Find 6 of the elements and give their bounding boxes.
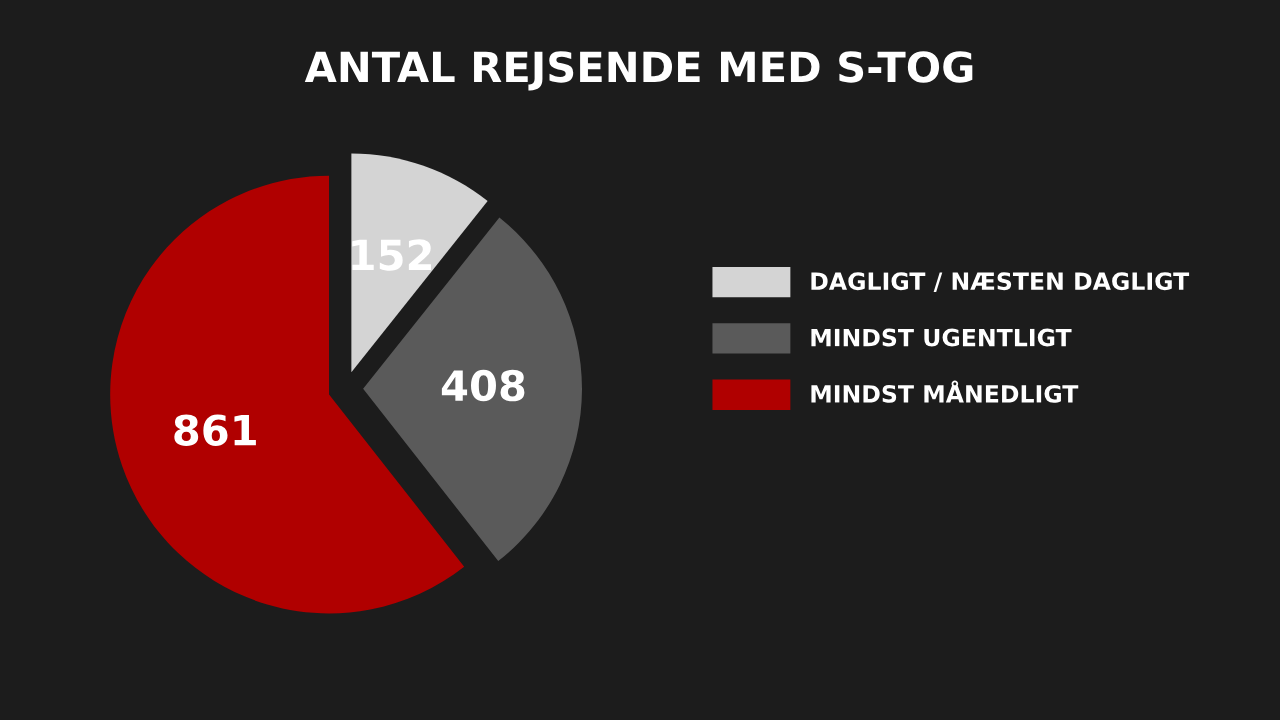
data-label: 861 [174, 414, 256, 446]
legend-label: MINDST MÅNEDLIGT [811, 380, 1079, 403]
data-label: 408 [441, 369, 525, 402]
chart-title: ANTAL REJSENDE MED S-TOG [304, 51, 973, 91]
legend-label: MINDST UGENTLIGT [811, 328, 1072, 347]
legend-label: DAGLIGT / NÆSTEN DAGLIGT [811, 272, 1190, 293]
